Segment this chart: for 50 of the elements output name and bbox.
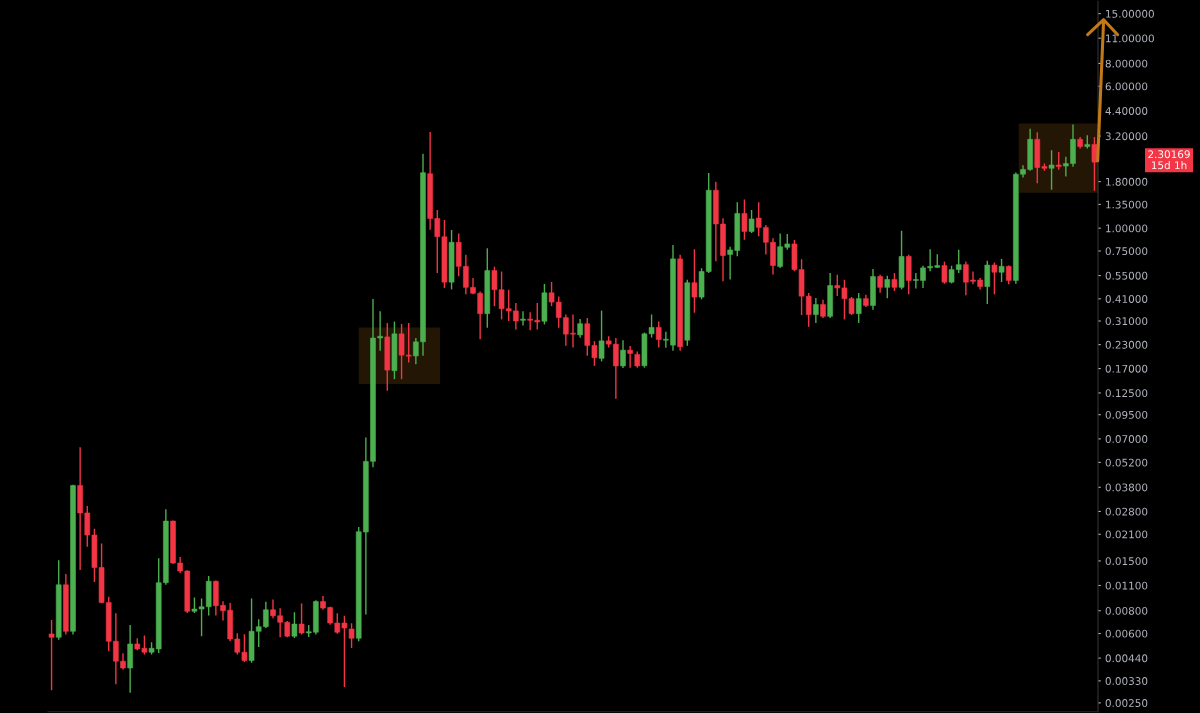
y-tick-label: 1.80000 <box>1106 177 1148 186</box>
y-tick-label: 0.00800 <box>1105 606 1148 615</box>
text: 2.30169 <box>1148 150 1190 159</box>
y-tick-label: 0.00440 <box>1105 654 1148 663</box>
y-tick-label: 0.03800 <box>1105 483 1148 492</box>
candlestick <box>884 275 891 299</box>
y-tick-label: 0.07000 <box>1105 435 1148 443</box>
y-tick-label: 0.09500 <box>1105 410 1148 419</box>
candlestick <box>748 210 755 234</box>
y-tick-label: 0.01100 <box>1105 581 1148 590</box>
candlestick <box>741 199 748 240</box>
candlestick <box>48 620 55 691</box>
y-tick-label: 0.55000 <box>1105 271 1148 280</box>
y-tick-label: 0.17000 <box>1105 364 1148 373</box>
y-tick-label: 1.00000 <box>1106 224 1148 233</box>
candlestick <box>813 297 819 323</box>
y-tick-label: 0.31000 <box>1105 317 1148 326</box>
y-tick-label: 0.00250 <box>1105 699 1148 707</box>
candlestick <box>998 258 1005 282</box>
y-tick-label: 15.00000 <box>1106 9 1154 18</box>
y-tick-label: 1.35000 <box>1106 200 1148 209</box>
y-tick-label: 0.05200 <box>1105 458 1148 467</box>
candlestick <box>520 311 526 326</box>
y-tick-label: 0.02800 <box>1105 507 1148 516</box>
y-tick-label: 0.00600 <box>1105 629 1148 638</box>
candlestick <box>855 292 862 323</box>
candlestick <box>691 249 698 313</box>
y-tick-label: 8.00000 <box>1105 59 1148 68</box>
y-tick-label: 0.23000 <box>1105 340 1148 349</box>
candlestick <box>298 603 305 635</box>
y-tick-label: 0.01500 <box>1105 557 1148 566</box>
y-tick-label: 0.12500 <box>1105 389 1148 398</box>
y-tick-label: 0.75000 <box>1105 247 1148 256</box>
y-tick-label: 3.20000 <box>1105 132 1148 141</box>
candlestick <box>291 612 298 638</box>
candlestick <box>620 340 626 368</box>
candlestick <box>941 261 948 284</box>
candlestick <box>627 346 633 368</box>
y-tick-label: 6.00000 <box>1105 82 1148 91</box>
y-tick-label: 11.00000 <box>1106 34 1154 43</box>
candlestick <box>984 260 991 304</box>
y-tick-label: 4.40000 <box>1105 107 1148 115</box>
y-tick-label: 0.02100 <box>1105 530 1148 539</box>
candlestick <box>991 262 998 295</box>
candlestick <box>598 310 605 362</box>
candlestick <box>1048 150 1055 190</box>
y-tick-label: 0.41000 <box>1105 295 1148 303</box>
candlestick <box>655 321 662 348</box>
y-tick-label: 0.00330 <box>1105 677 1148 685</box>
text: 15d 1h <box>1151 161 1187 170</box>
